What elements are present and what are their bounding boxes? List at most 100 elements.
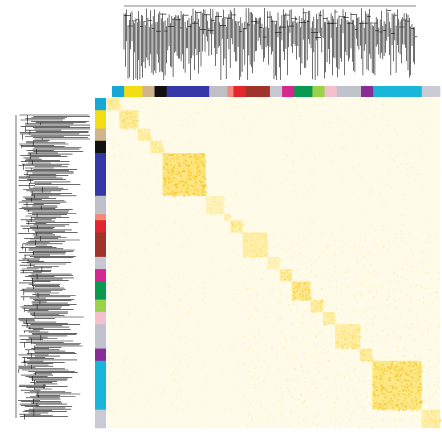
- module-speckle: [380, 368, 383, 371]
- offdiag-speckle: [397, 280, 399, 282]
- module-speckle: [397, 363, 400, 365]
- module-speckle: [395, 374, 398, 377]
- module-speckle: [404, 374, 407, 376]
- offdiag-speckle: [135, 106, 137, 108]
- module-speckle: [332, 315, 335, 317]
- offdiag-speckle: [112, 341, 115, 343]
- offdiag-speckle: [428, 325, 431, 327]
- offdiag-speckle: [271, 329, 274, 332]
- module-speckle: [361, 357, 364, 360]
- offdiag-speckle: [315, 114, 317, 116]
- module-speckle: [393, 368, 395, 370]
- offdiag-speckle: [301, 425, 303, 427]
- offdiag-speckle: [222, 350, 224, 352]
- module-speckle: [406, 402, 409, 404]
- offdiag-speckle: [179, 124, 181, 126]
- offdiag-speckle: [208, 330, 210, 332]
- module-speckle: [338, 339, 340, 341]
- offdiag-speckle: [124, 176, 127, 178]
- offdiag-speckle: [237, 341, 239, 343]
- offdiag-speckle: [373, 99, 375, 102]
- offdiag-speckle: [395, 417, 398, 419]
- module-speckle: [412, 365, 415, 367]
- offdiag-speckle: [285, 197, 287, 199]
- module-speckle: [393, 400, 395, 403]
- offdiag-speckle: [170, 316, 172, 318]
- offdiag-speckle: [146, 279, 148, 281]
- offdiag-speckle: [160, 299, 162, 302]
- module-speckle: [268, 266, 271, 268]
- offdiag-speckle: [353, 257, 355, 260]
- offdiag-speckle: [375, 285, 377, 287]
- module-speckle: [218, 211, 220, 214]
- module-speckle: [260, 256, 262, 258]
- offdiag-speckle: [424, 320, 426, 322]
- offdiag-speckle: [223, 171, 225, 174]
- offdiag-speckle: [202, 327, 205, 329]
- offdiag-speckle: [188, 350, 190, 353]
- offdiag-speckle: [203, 114, 205, 116]
- module-speckle: [400, 368, 403, 371]
- offdiag-speckle: [269, 142, 271, 145]
- offdiag-speckle: [356, 281, 358, 283]
- offdiag-speckle: [318, 108, 320, 111]
- offdiag-speckle: [181, 120, 183, 122]
- module-speckle: [202, 167, 205, 169]
- offdiag-speckle: [117, 121, 119, 124]
- offdiag-speckle: [395, 154, 397, 156]
- offdiag-speckle: [110, 361, 112, 364]
- module-speckle: [403, 368, 405, 371]
- module-speckle: [238, 228, 241, 230]
- module-speckle: [140, 131, 143, 133]
- module-speckle: [430, 411, 432, 413]
- module-speckle: [350, 341, 353, 343]
- offdiag-speckle: [109, 254, 111, 256]
- offdiag-speckle: [112, 409, 115, 412]
- offdiag-speckle: [161, 162, 163, 164]
- module-speckle: [170, 171, 172, 174]
- module-speckle: [420, 386, 423, 389]
- offdiag-speckle: [250, 160, 252, 162]
- offdiag-speckle: [358, 379, 360, 382]
- offdiag-speckle: [190, 141, 192, 144]
- module-speckle: [125, 128, 128, 130]
- module-speckle: [396, 383, 398, 386]
- module-speckle: [394, 386, 397, 388]
- offdiag-speckle: [122, 339, 124, 341]
- offdiag-speckle: [294, 368, 296, 370]
- module-speckle: [212, 212, 215, 215]
- heatmap-matrix: [107, 98, 442, 430]
- offdiag-speckle: [342, 98, 345, 100]
- offdiag-speckle: [165, 306, 167, 308]
- offdiag-speckle: [293, 252, 296, 254]
- offdiag-speckle: [289, 200, 291, 202]
- module-speckle: [264, 238, 267, 240]
- offdiag-speckle: [327, 285, 330, 287]
- offdiag-speckle: [284, 232, 287, 235]
- module-speckle: [386, 404, 389, 406]
- offdiag-speckle: [127, 241, 129, 243]
- module-speckle: [419, 401, 421, 403]
- module-speckle: [308, 289, 310, 291]
- module-speckle: [219, 202, 222, 205]
- offdiag-speckle: [360, 208, 363, 210]
- offdiag-speckle: [265, 262, 267, 265]
- offdiag-speckle: [186, 196, 188, 198]
- offdiag-speckle: [202, 281, 205, 283]
- offdiag-speckle: [206, 178, 209, 181]
- offdiag-speckle: [243, 185, 245, 187]
- offdiag-speckle: [208, 276, 210, 278]
- offdiag-speckle: [212, 258, 214, 261]
- offdiag-speckle: [359, 112, 362, 115]
- offdiag-speckle: [433, 136, 435, 139]
- offdiag-speckle: [341, 317, 343, 319]
- offdiag-speckle: [182, 107, 185, 109]
- top-module-color-6: [227, 86, 234, 97]
- module-speckle: [164, 178, 167, 181]
- offdiag-speckle: [147, 123, 149, 125]
- offdiag-speckle: [267, 366, 269, 369]
- offdiag-speckle: [152, 294, 154, 296]
- offdiag-speckle: [112, 219, 114, 221]
- offdiag-speckle: [168, 418, 170, 420]
- offdiag-speckle: [234, 293, 236, 295]
